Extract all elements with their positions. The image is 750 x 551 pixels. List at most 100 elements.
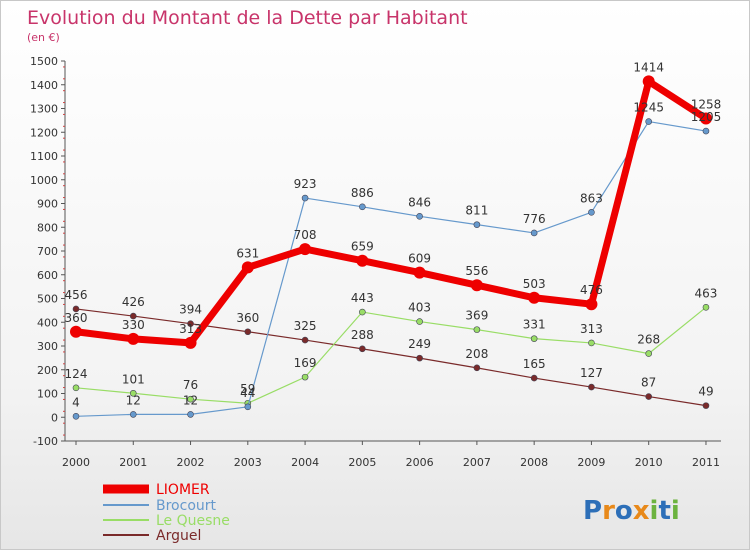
data-label: 1258 (691, 97, 722, 111)
data-label: 846 (408, 195, 431, 209)
data-label: 268 (637, 333, 660, 347)
brand-letter: r (602, 496, 615, 526)
data-label: 631 (236, 246, 259, 260)
data-point (241, 261, 254, 274)
brand-letter: x (633, 496, 650, 526)
y-tick-label: -100 (33, 435, 58, 448)
y-tick-label: 1400 (30, 79, 58, 92)
data-label: 659 (351, 240, 374, 254)
data-point (244, 403, 252, 411)
data-label: 360 (236, 311, 259, 325)
data-label: 165 (523, 357, 546, 371)
data-label: 101 (122, 372, 145, 386)
y-tick-label: 800 (37, 221, 58, 234)
data-label: 886 (351, 186, 374, 200)
data-point (702, 402, 710, 409)
x-tick-label: 2005 (348, 456, 376, 469)
series-layer (70, 75, 712, 420)
data-label: 330 (122, 318, 145, 332)
data-point (702, 127, 710, 135)
x-tick-label: 2001 (119, 456, 147, 469)
data-point (301, 336, 309, 344)
data-point (585, 298, 598, 311)
x-tick-label: 2002 (177, 456, 205, 469)
data-label: 331 (523, 318, 546, 332)
data-point (702, 303, 710, 311)
brand-letter: o (615, 496, 633, 526)
data-label: 325 (294, 319, 317, 333)
data-point (187, 395, 194, 403)
x-tick-label: 2004 (291, 456, 319, 469)
data-label: 124 (65, 367, 88, 381)
data-point (416, 318, 423, 325)
data-point (699, 112, 712, 125)
data-point (359, 203, 366, 211)
data-label: 12 (126, 393, 141, 407)
y-tick-label: 600 (37, 269, 58, 282)
data-point (588, 208, 595, 216)
data-label: 708 (294, 228, 317, 242)
data-point (645, 393, 653, 400)
data-point (129, 312, 137, 320)
data-label: 426 (122, 295, 145, 309)
data-label: 463 (695, 286, 718, 300)
x-tick-label: 2003 (234, 456, 262, 469)
data-label: 923 (294, 177, 317, 191)
y-tick-label: 900 (37, 198, 58, 211)
legend-label: Le Quesne (156, 513, 230, 529)
data-point (530, 335, 538, 342)
data-point (127, 332, 140, 345)
data-point (530, 374, 538, 382)
data-point (244, 328, 252, 336)
data-label: 249 (408, 337, 431, 351)
data-label: 76 (183, 378, 198, 392)
data-point (72, 384, 80, 392)
chart-subtitle: (en €) (27, 31, 60, 44)
brand-logo: Proxiti (583, 496, 680, 526)
brand-letter: t (658, 496, 670, 526)
data-labels: 360 330 313 631 708 659 609 556 503 476 1414 1258 4 1… (65, 60, 722, 409)
legend-label: Brocourt (156, 498, 217, 514)
data-label: 4 (72, 395, 80, 409)
legend-label: Arguel (156, 528, 201, 544)
data-label: 476 (580, 283, 603, 297)
data-point (528, 291, 541, 304)
data-label: 1245 (633, 101, 664, 115)
data-point (642, 75, 655, 88)
data-label: 59 (240, 382, 255, 396)
data-point (72, 305, 80, 313)
data-label: 456 (65, 288, 88, 302)
data-label: 313 (179, 322, 202, 336)
data-label: 394 (179, 303, 202, 317)
data-label: 288 (351, 328, 374, 342)
data-label: 208 (465, 347, 488, 361)
x-tick-label: 2006 (406, 456, 434, 469)
y-tick-label: 1300 (30, 103, 58, 116)
data-label: 863 (580, 191, 603, 205)
data-point (184, 336, 197, 349)
x-tick-label: 2011 (692, 456, 720, 469)
y-tick-label: 1000 (30, 174, 58, 187)
data-point (530, 229, 538, 237)
data-label: 49 (698, 385, 713, 399)
data-point (187, 320, 194, 327)
data-label: 44 (240, 386, 255, 400)
axes: -100 0 100 200 300 400 500 600 700 800 900 1000 1100… (30, 55, 721, 469)
data-label: 609 (408, 252, 431, 266)
data-label: 369 (465, 309, 488, 323)
data-label: 169 (294, 356, 317, 370)
y-tick-label: 1100 (30, 150, 58, 163)
y-tick-label: 700 (37, 245, 58, 258)
x-tick-label: 2008 (520, 456, 548, 469)
data-label: 87 (641, 376, 656, 390)
data-point (473, 364, 481, 372)
y-tick-label: 200 (37, 364, 58, 377)
brand-letter: P (583, 496, 602, 526)
data-label: 12 (183, 393, 198, 407)
data-label: 403 (408, 301, 431, 315)
data-point (413, 266, 426, 279)
data-point (72, 412, 80, 420)
